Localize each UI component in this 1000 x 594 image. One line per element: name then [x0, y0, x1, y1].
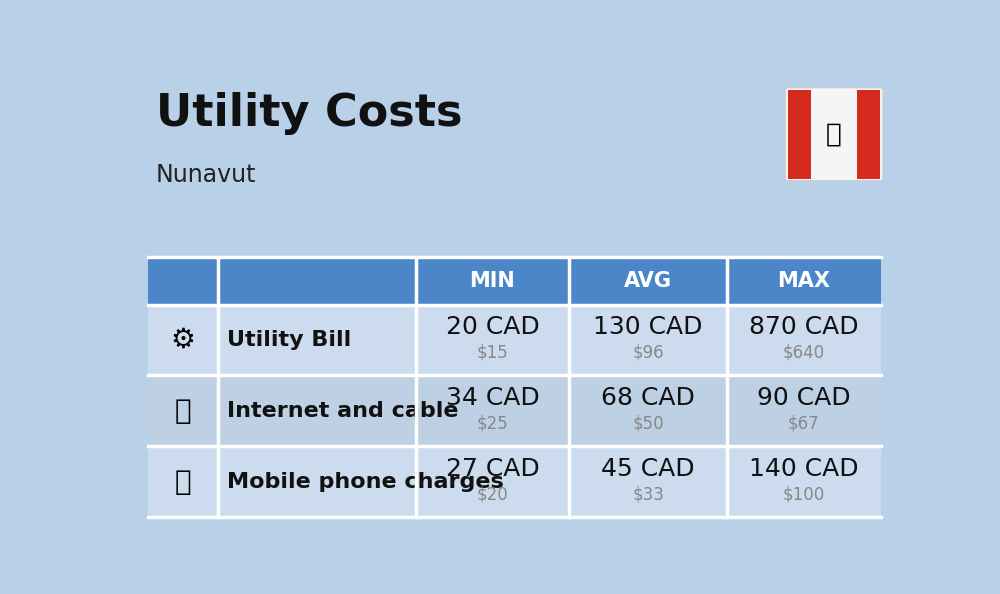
Text: 140 CAD: 140 CAD [749, 457, 859, 481]
Text: MAX: MAX [777, 270, 830, 290]
Text: 130 CAD: 130 CAD [593, 315, 703, 339]
Bar [788, 90, 811, 179]
Text: 870 CAD: 870 CAD [749, 315, 859, 339]
Text: AVG: AVG [624, 270, 672, 290]
Text: 68 CAD: 68 CAD [601, 386, 695, 410]
Text: Nunavut: Nunavut [156, 163, 256, 187]
Text: $96: $96 [632, 344, 664, 362]
Text: 📶: 📶 [175, 397, 191, 425]
Bar [148, 375, 881, 446]
Text: 📱: 📱 [175, 468, 191, 496]
Text: 20 CAD: 20 CAD [446, 315, 539, 339]
Text: Mobile phone charges: Mobile phone charges [227, 472, 504, 492]
Bar [857, 90, 880, 179]
FancyBboxPatch shape [785, 88, 883, 181]
Text: MIN: MIN [470, 270, 515, 290]
Text: $25: $25 [477, 415, 508, 432]
Text: 90 CAD: 90 CAD [757, 386, 851, 410]
Text: Internet and cable: Internet and cable [227, 401, 459, 421]
Text: Utility Costs: Utility Costs [156, 92, 462, 135]
Text: 🍁: 🍁 [826, 121, 842, 147]
Bar [148, 257, 881, 305]
Bar [148, 305, 881, 375]
Text: 34 CAD: 34 CAD [446, 386, 539, 410]
Text: $50: $50 [632, 415, 664, 432]
Text: $100: $100 [783, 485, 825, 504]
Bar [148, 446, 881, 517]
Text: $640: $640 [783, 344, 825, 362]
Text: $67: $67 [788, 415, 820, 432]
Text: $33: $33 [632, 485, 664, 504]
Text: 27 CAD: 27 CAD [446, 457, 539, 481]
Text: $20: $20 [477, 485, 508, 504]
Text: $15: $15 [477, 344, 508, 362]
Text: ⚙️: ⚙️ [171, 326, 195, 354]
Text: 45 CAD: 45 CAD [601, 457, 695, 481]
Text: Utility Bill: Utility Bill [227, 330, 351, 350]
